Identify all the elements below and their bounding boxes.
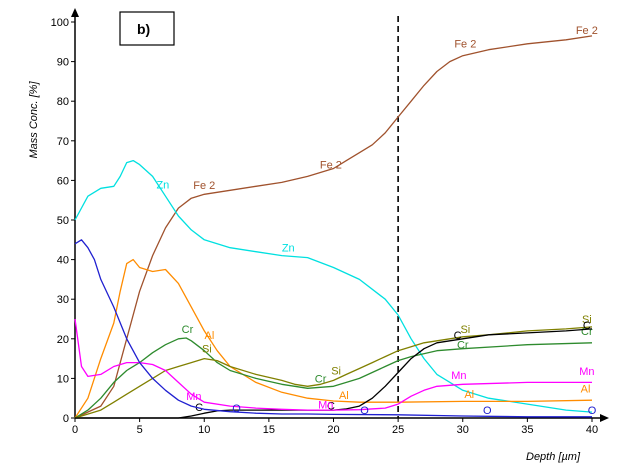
y-tick-label: 20 <box>57 334 69 346</box>
x-tick-label: 40 <box>586 424 598 436</box>
x-tick-label: 5 <box>137 424 143 436</box>
series-label-cr: Cr <box>457 340 469 352</box>
y-tick-label: 70 <box>57 136 69 148</box>
series-label-zn: Zn <box>282 243 295 255</box>
axis-ticks: 0 5 10 15 20 25 30 35 40 0 10 20 30 40 50 60 70 80 90 100 <box>51 17 598 436</box>
x-tick-label: 30 <box>457 424 469 436</box>
series-line-fe-2 <box>74 35 593 419</box>
y-tick-label: 0 <box>63 413 69 425</box>
y-tick-label: 40 <box>57 255 69 267</box>
x-tick-label: 25 <box>392 424 404 436</box>
series-label-mn: Mn <box>186 391 201 403</box>
y-tick-label: 50 <box>57 215 69 227</box>
series-label-si: Si <box>331 365 341 377</box>
y-axis-arrow-icon <box>71 8 79 17</box>
x-axis-label: Depth [µm] <box>526 451 581 463</box>
series-label-al: Al <box>581 383 591 395</box>
series-label-si: Si <box>202 344 212 356</box>
series-label-al: Al <box>464 389 474 401</box>
panel-label: b) <box>137 21 150 37</box>
series-label-o: O <box>360 405 369 417</box>
series-line-o <box>74 239 592 418</box>
series-line-zn <box>74 159 593 413</box>
series-label-si: Si <box>460 324 470 336</box>
series-label-c: C <box>454 330 462 342</box>
series-line-mn <box>74 318 592 411</box>
series-label-fe-2: Fe 2 <box>193 180 215 192</box>
x-tick-label: 10 <box>198 424 210 436</box>
series-label-mn: Mn <box>451 370 466 382</box>
y-tick-label: 60 <box>57 175 69 187</box>
y-tick-label: 100 <box>51 17 69 29</box>
series-label-si: Si <box>582 314 592 326</box>
series-label-o: O <box>588 405 597 417</box>
series-line-cr <box>74 337 593 419</box>
series-label-cr: Cr <box>581 326 593 338</box>
axes <box>71 8 609 422</box>
y-tick-label: 10 <box>57 373 69 385</box>
series-label-mn: Mn <box>579 366 594 378</box>
y-axis-label: Mass Conc. [%] <box>28 81 40 159</box>
series-label-fe-2: Fe 2 <box>576 25 598 37</box>
x-tick-label: 15 <box>263 424 275 436</box>
series-label-fe-2: Fe 2 <box>320 160 342 172</box>
series-label-al: Al <box>339 390 349 402</box>
x-tick-label: 0 <box>72 424 78 436</box>
series-label-c: C <box>583 320 591 332</box>
y-tick-label: 30 <box>57 294 69 306</box>
series-label-c: C <box>327 400 335 412</box>
series-label-cr: Cr <box>315 373 327 385</box>
series-label-cr: Cr <box>182 324 194 336</box>
series-line-al <box>74 258 593 419</box>
panel-label-box: b) <box>119 11 175 46</box>
series-label-o: O <box>483 405 492 417</box>
series-line-c <box>75 328 593 419</box>
x-tick-label: 20 <box>327 424 339 436</box>
series-label-mn: Mn <box>318 399 333 411</box>
series-label-al: Al <box>205 330 215 342</box>
series-label-zn: Zn <box>156 179 169 191</box>
series-label-fe-2: Fe 2 <box>454 39 476 51</box>
series-label-o: O <box>232 403 241 415</box>
y-tick-label: 90 <box>57 57 69 69</box>
x-axis-arrow-icon <box>600 414 609 422</box>
y-tick-label: 80 <box>57 96 69 108</box>
x-tick-label: 35 <box>521 424 533 436</box>
